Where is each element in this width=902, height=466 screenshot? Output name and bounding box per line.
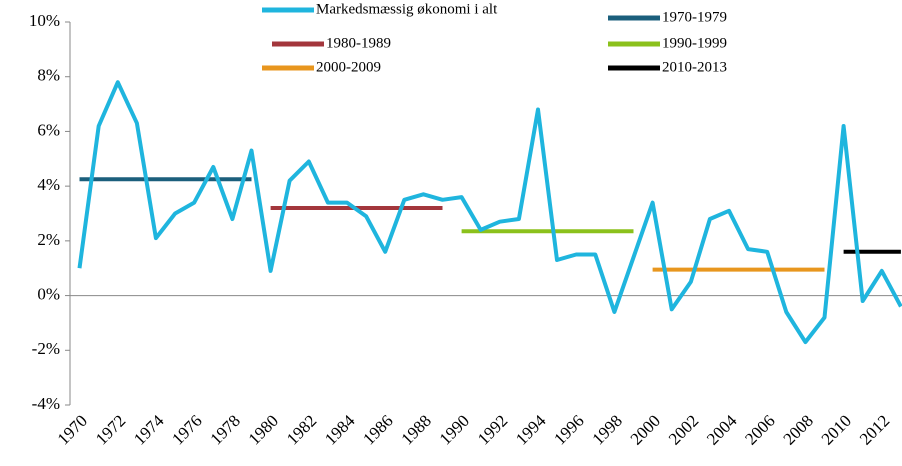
x-tick-label: 1984 xyxy=(321,411,359,449)
x-tick-label: 2012 xyxy=(856,411,893,448)
y-tick-label: 10% xyxy=(29,11,60,30)
y-tick-label: 8% xyxy=(37,66,60,85)
y-tick-label: 6% xyxy=(37,120,60,139)
legend-label: Markedsmæssig økonomi i alt xyxy=(316,1,498,17)
x-tick-label: 1974 xyxy=(130,411,168,449)
legend-label: 2000-2009 xyxy=(316,59,381,75)
y-tick-label: 0% xyxy=(37,284,60,303)
x-tick-label: 2008 xyxy=(779,411,816,448)
y-tick-label: -2% xyxy=(32,339,60,358)
x-tick-label: 1972 xyxy=(92,411,129,448)
x-tick-label: 1994 xyxy=(512,411,550,449)
x-tick-label: 1980 xyxy=(245,411,282,448)
x-tick-label: 1988 xyxy=(397,411,434,448)
x-tick-label: 2004 xyxy=(703,411,741,449)
series-line xyxy=(77,80,902,345)
x-tick-label: 1978 xyxy=(206,411,243,448)
y-tick-label: -4% xyxy=(32,394,60,413)
x-tick-label: 1990 xyxy=(436,411,473,448)
x-tick-label: 2002 xyxy=(665,411,702,448)
legend-label: 1980-1989 xyxy=(326,35,391,51)
x-tick-label: 1982 xyxy=(283,411,320,448)
x-tick-label: 2006 xyxy=(741,411,778,448)
x-tick-label: 1976 xyxy=(168,411,205,448)
x-tick-label: 1992 xyxy=(474,411,511,448)
x-tick-label: 2010 xyxy=(818,411,855,448)
y-tick-label: 2% xyxy=(37,230,60,249)
legend-label: 2010-2013 xyxy=(662,59,727,75)
x-tick-label: 1996 xyxy=(550,411,587,448)
y-tick-label: 4% xyxy=(37,175,60,194)
legend-label: 1990-1999 xyxy=(662,35,727,51)
x-tick-label: 2000 xyxy=(627,411,664,448)
legend-label: 1970-1979 xyxy=(662,9,727,25)
x-tick-label: 1986 xyxy=(359,411,396,448)
x-tick-label: 1970 xyxy=(54,411,91,448)
x-tick-label: 1998 xyxy=(588,411,625,448)
